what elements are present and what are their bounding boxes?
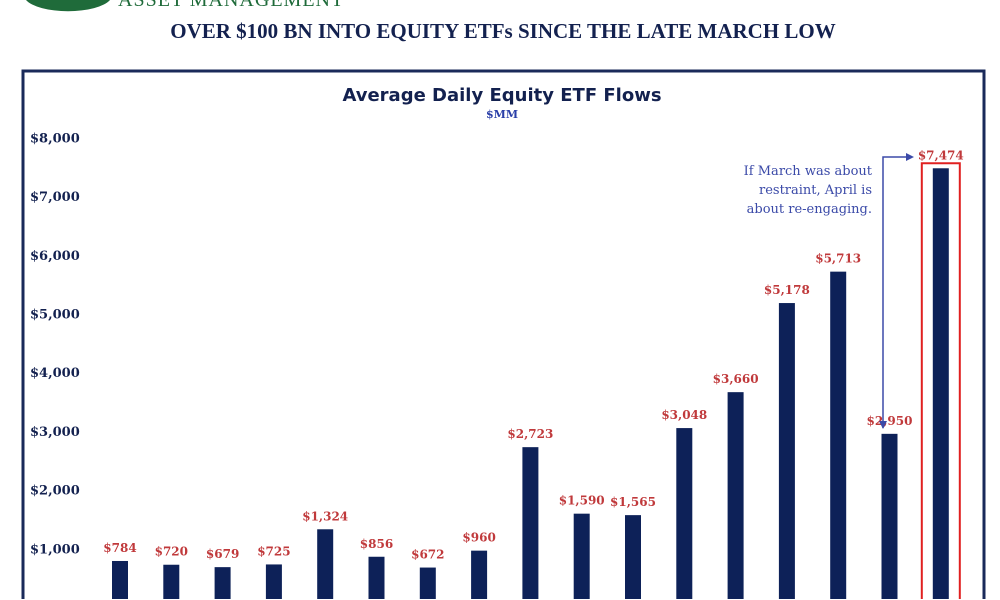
bar-value-label: $856 (360, 537, 393, 551)
bar (368, 556, 385, 599)
bar-value-label: $5,178 (764, 283, 810, 297)
bar (522, 447, 539, 599)
logo-emblem (26, 0, 110, 12)
y-tick-label: $8,000 (30, 131, 80, 146)
annotation: If March was about restraint, April is abo… (744, 153, 914, 429)
bar-value-label: $1,324 (302, 509, 348, 523)
bar (214, 567, 231, 599)
bar-value-label: $960 (462, 531, 495, 545)
bar (778, 303, 795, 599)
bar (727, 392, 744, 599)
bar-value-label: $1,590 (559, 494, 605, 508)
bar (112, 560, 128, 599)
bar-value-label: $725 (257, 544, 290, 558)
bar (317, 529, 334, 599)
chart-subtitle: $MM (486, 108, 518, 121)
bar (830, 271, 847, 599)
bar-value-label: $720 (155, 545, 188, 559)
bar (163, 564, 180, 599)
bar-value-label: $2,950 (867, 414, 913, 428)
y-tick-label: $7,000 (30, 190, 80, 205)
bar-value-label: $2,723 (507, 427, 553, 441)
arrowhead-right-icon (906, 153, 914, 161)
bar (881, 433, 898, 599)
highlight-box (920, 162, 961, 599)
bar (625, 515, 641, 599)
annotation-line: about re-engaging. (747, 202, 872, 217)
bar (471, 550, 488, 599)
bar (932, 168, 949, 600)
brand-name: ASSET MANAGEMENT (118, 0, 344, 11)
bar (676, 428, 693, 599)
bar (573, 513, 590, 599)
annotation-line: If March was about (744, 164, 873, 179)
y-tick-label: $6,000 (30, 249, 80, 264)
bar-value-label: $784 (103, 541, 136, 555)
bar-value-label: $679 (206, 547, 239, 561)
headline: OVER $100 BN INTO EQUITY ETFs SINCE THE … (170, 19, 836, 43)
bar-value-label: $5,713 (815, 252, 861, 266)
chart-frame (21, 69, 986, 599)
bar-value-label: $7,474 (918, 148, 964, 162)
bar-value-label: $3,660 (713, 372, 759, 386)
y-tick-label: $3,000 (30, 425, 80, 440)
bar-value-label: $3,048 (661, 408, 707, 422)
y-tick-label: $5,000 (30, 308, 80, 323)
bar-value-label: $672 (411, 548, 444, 562)
bar (265, 564, 282, 599)
annotation-arrow (882, 156, 910, 428)
arrowhead-down-icon (879, 421, 887, 429)
logo: ASSET MANAGEMENT (26, 0, 344, 12)
bar (419, 567, 436, 599)
annotation-line: restraint, April is (759, 183, 872, 198)
y-tick-label: $2,000 (30, 484, 80, 499)
y-tick-label: $4,000 (30, 366, 80, 381)
chart-title: Average Daily Equity ETF Flows (342, 85, 661, 106)
y-tick-label: $1,000 (30, 542, 80, 557)
bar-value-label: $1,565 (610, 495, 656, 509)
